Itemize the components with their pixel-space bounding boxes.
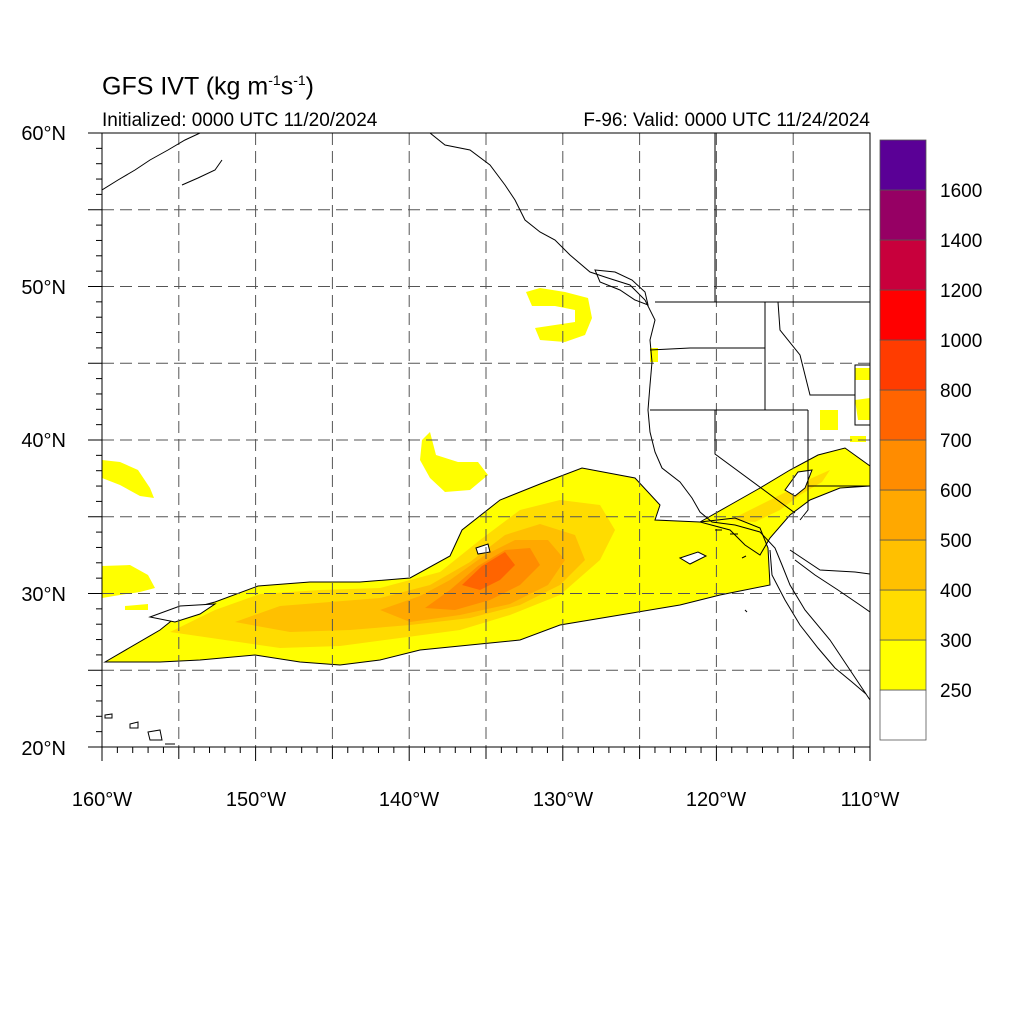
colorbar-label-400: 400 (940, 581, 972, 602)
ivt-patch-inland-ne (820, 368, 870, 442)
map-coastlines (102, 133, 870, 745)
coastline-baja (769, 549, 867, 695)
title-sup-2: -1 (293, 72, 306, 88)
colorbar-label-1200: 1200 (940, 281, 982, 302)
colorbar-swatch (879, 689, 927, 741)
colorbar-swatch (879, 339, 927, 391)
colorbar-label-1000: 1000 (940, 331, 982, 352)
colorbar-label-700: 700 (940, 431, 972, 452)
lon-label-140w: 140°W (379, 789, 439, 811)
lat-label-50: 50°N (21, 277, 66, 299)
colorbar-label-1600: 1600 (940, 181, 982, 202)
lat-label-60: 60°N (21, 123, 66, 145)
lat-label-40: 40°N (21, 430, 66, 452)
colorbar (879, 139, 927, 741)
border-idaho-montana (777, 301, 870, 396)
ivt-patch-ne-pacific (420, 432, 488, 492)
lat-label-30: 30°N (21, 584, 66, 606)
coastline-alaska (102, 133, 201, 191)
border-wyoming (854, 395, 870, 426)
ivt-shading (102, 288, 870, 666)
colorbar-label-500: 500 (940, 531, 972, 552)
border-arizona (799, 486, 809, 521)
coastline-hawaii (104, 713, 175, 745)
colorbar-label-1400: 1400 (940, 231, 982, 252)
ivt-patch-west-1 (102, 460, 154, 498)
valid-time: F-96: Valid: 0000 UTC 11/24/2024 (583, 110, 870, 131)
lon-label-130w: 130°W (533, 789, 593, 811)
colorbar-label-800: 800 (940, 381, 972, 402)
title-end: ) (305, 72, 314, 101)
colorbar-swatch (879, 439, 927, 491)
coastline-gulf-california (794, 559, 870, 613)
colorbar-label-600: 600 (940, 481, 972, 502)
border-us-mexico (789, 549, 870, 575)
colorbar-swatch (879, 139, 927, 191)
longitude-labels: 160°W 150°W 140°W 130°W 120°W 110°W (72, 789, 900, 811)
border-nevada-california (714, 410, 796, 514)
colorbar-labels: 250 300 400 500 600 700 800 1000 1200 14… (940, 181, 982, 702)
title-sup-1: -1 (268, 72, 281, 88)
ivt-plume-700 (462, 552, 515, 590)
colorbar-swatch (879, 239, 927, 291)
border-washington-oregon (649, 347, 765, 351)
colorbar-swatch (879, 589, 927, 641)
ivt-plume-outline (103, 467, 771, 666)
initialized-time: Initialized: 0000 UTC 11/20/2024 (102, 110, 378, 131)
colorbar-swatch (879, 539, 927, 591)
ivt-patch-west-2 (102, 565, 155, 598)
colorbar-swatch (879, 289, 927, 341)
coastline-channel-islands (715, 529, 748, 613)
colorbar-swatch (879, 639, 927, 691)
chart-title: GFS IVT (kg m-1s-1) (102, 72, 314, 101)
colorbar-label-300: 300 (940, 631, 972, 652)
coastline-west-coast (429, 133, 870, 701)
lon-label-150w: 150°W (226, 789, 286, 811)
colorbar-swatch (879, 389, 927, 441)
map-grid (102, 133, 870, 747)
ivt-hole-1 (148, 603, 217, 623)
coastline-kodiak (181, 159, 223, 186)
lon-label-110w: 110°W (841, 789, 900, 811)
colorbar-label-250: 250 (940, 681, 972, 702)
ivt-patch-west-3 (125, 604, 148, 610)
coastline-vancouver-island (594, 269, 649, 306)
lon-label-120w: 120°W (686, 789, 746, 811)
title-mid: s (280, 72, 294, 101)
axis-ticks (88, 132, 871, 761)
colorbar-swatch (879, 489, 927, 541)
ivt-patch-gulf-alaska (526, 288, 592, 342)
lat-label-20: 20°N (21, 738, 66, 760)
ivt-inland-outline (698, 447, 870, 556)
lon-label-160w: 160°W (72, 789, 132, 811)
colorbar-swatch (879, 189, 927, 241)
latitude-labels: 60°N 50°N 40°N 30°N 20°N (21, 123, 66, 760)
ivt-hole-2 (678, 551, 708, 565)
title-main: GFS IVT (kg m (102, 72, 269, 101)
